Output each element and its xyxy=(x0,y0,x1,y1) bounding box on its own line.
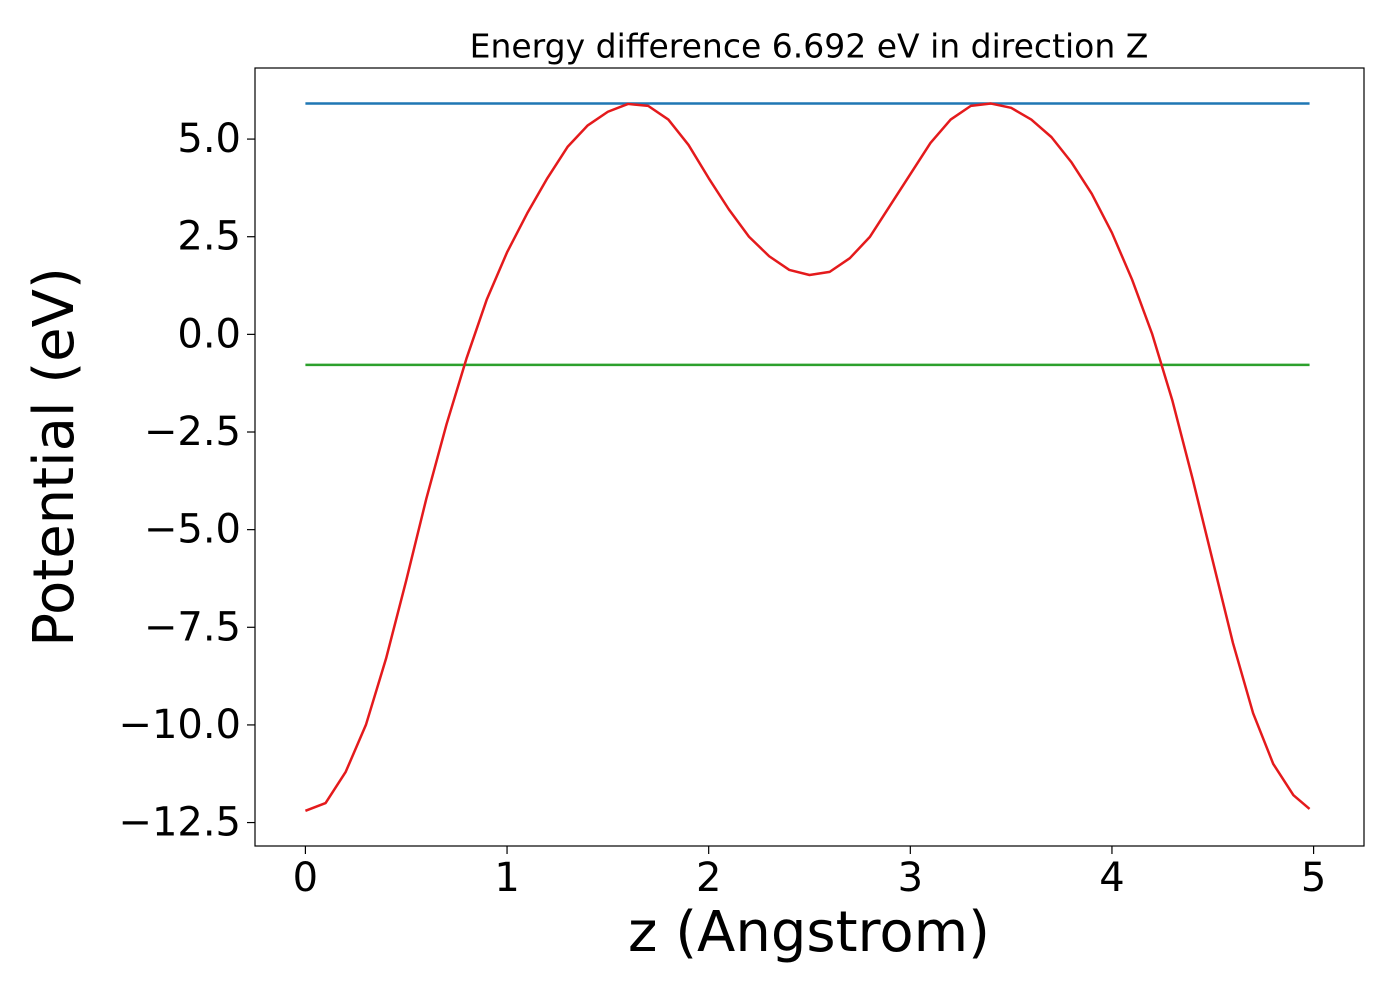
chart-title: Energy difference 6.692 eV in direction … xyxy=(470,27,1149,66)
y-tick-label: 0.0 xyxy=(177,311,241,357)
x-tick-label: 5 xyxy=(1301,855,1326,901)
y-axis-label: Potential (eV) xyxy=(22,267,87,647)
y-tick-label: 5.0 xyxy=(177,116,241,162)
x-tick-label: 0 xyxy=(293,855,318,901)
y-tick-label: −5.0 xyxy=(144,507,241,553)
x-tick-label: 1 xyxy=(494,855,519,901)
y-tick-label: 2.5 xyxy=(177,214,241,260)
data-line xyxy=(304,102,1311,813)
y-tick-label: −2.5 xyxy=(144,409,241,455)
plot-frame xyxy=(254,67,1365,847)
x-tick-label: 4 xyxy=(1099,855,1124,901)
x-axis-label: z (Angstrom) xyxy=(628,900,990,965)
y-tick-label: −12.5 xyxy=(118,800,241,846)
y-tick-label: −10.0 xyxy=(118,702,241,748)
y-tick-label: −7.5 xyxy=(144,604,241,650)
x-tick-label: 2 xyxy=(696,855,721,901)
x-tick-label: 3 xyxy=(898,855,923,901)
